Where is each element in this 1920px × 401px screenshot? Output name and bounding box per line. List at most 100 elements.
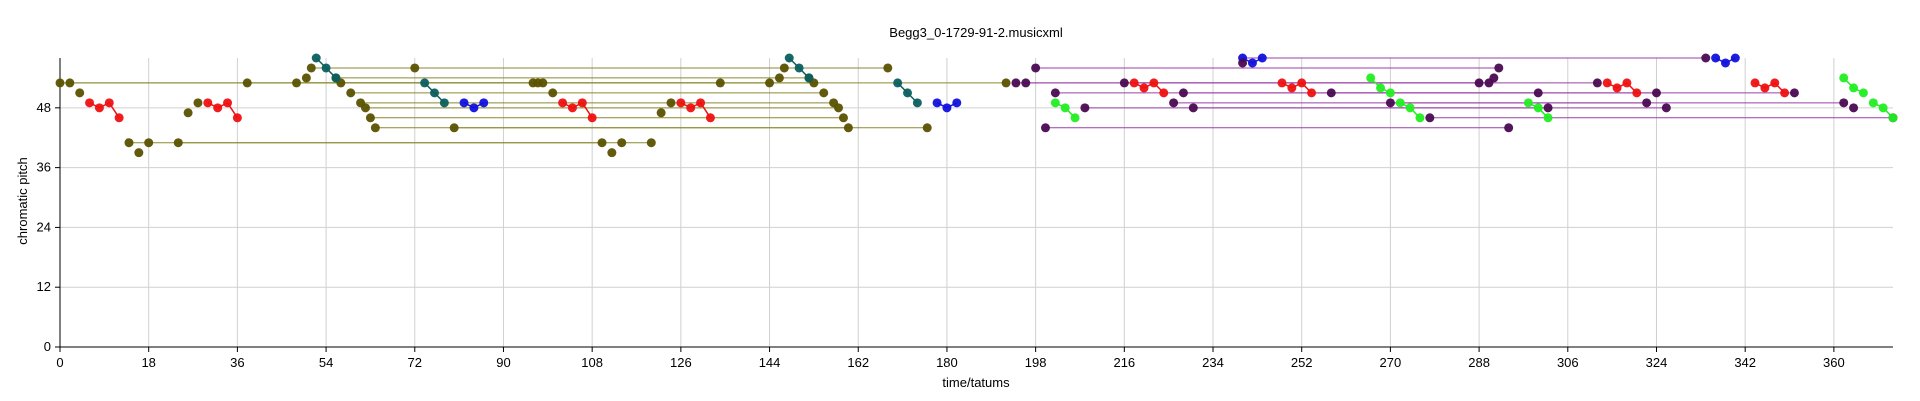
y-tick-label: 36: [37, 160, 51, 175]
note-point: [331, 73, 341, 83]
note-point: [1592, 78, 1602, 88]
note-point: [1178, 88, 1188, 98]
note-point: [1129, 78, 1139, 88]
note-point: [883, 63, 893, 73]
note-point: [1720, 58, 1730, 68]
x-tick-label: 0: [56, 355, 63, 370]
note-point: [1326, 88, 1336, 98]
x-tick-label: 126: [670, 355, 692, 370]
note-point: [558, 98, 568, 108]
note-point: [1149, 78, 1159, 88]
note-point: [232, 113, 242, 123]
note-point: [1415, 113, 1425, 123]
note-point: [1021, 78, 1031, 88]
note-point: [1711, 53, 1721, 63]
note-point: [696, 98, 706, 108]
note-point: [1533, 88, 1543, 98]
melody-segment: [1754, 81, 1786, 94]
note-point: [666, 98, 676, 108]
x-tick-label: 270: [1380, 355, 1402, 370]
note-point: [1050, 98, 1060, 108]
note-point: [784, 53, 794, 63]
note-point: [1169, 98, 1179, 108]
x-tick-label: 54: [319, 355, 333, 370]
note-point: [686, 103, 696, 113]
note-point: [1385, 88, 1395, 98]
note-point: [1878, 103, 1888, 113]
x-tick-label: 324: [1646, 355, 1668, 370]
note-point: [1050, 88, 1060, 98]
note-point: [597, 138, 607, 148]
note-point: [1632, 88, 1642, 98]
note-point: [922, 123, 932, 133]
note-point: [794, 63, 804, 73]
note-point: [1661, 103, 1671, 113]
note-point: [449, 123, 459, 133]
x-tick-label: 90: [496, 355, 510, 370]
note-point: [1238, 58, 1248, 68]
note-point: [242, 78, 252, 88]
note-point: [1533, 103, 1543, 113]
grid-layer: [59, 58, 1893, 348]
note-point: [1011, 78, 1021, 88]
axes-layer: [59, 58, 1893, 348]
note-point: [617, 138, 627, 148]
note-point: [479, 98, 489, 108]
note-point: [144, 138, 154, 148]
note-point: [1489, 73, 1499, 83]
note-point: [1849, 83, 1859, 93]
note-point: [370, 123, 380, 133]
melody-segment: [1606, 81, 1638, 94]
note-point: [1040, 123, 1050, 133]
note-point: [1642, 98, 1652, 108]
x-tick-label: 252: [1291, 355, 1313, 370]
x-tick-label: 306: [1557, 355, 1579, 370]
melody-segment: [562, 101, 593, 119]
melody-segment: [680, 101, 712, 119]
note-point: [1297, 78, 1307, 88]
note-point: [1070, 113, 1080, 123]
note-point: [1750, 78, 1760, 88]
note-point: [469, 103, 479, 113]
note-point: [1888, 113, 1898, 123]
note-point: [607, 148, 617, 158]
note-point: [1780, 88, 1790, 98]
note-point: [774, 73, 784, 83]
note-point: [94, 103, 104, 113]
note-point: [1868, 98, 1878, 108]
note-point: [1366, 73, 1376, 83]
note-point: [1425, 113, 1435, 123]
y-axis-label: chromatic pitch: [15, 157, 30, 244]
note-point: [1188, 103, 1198, 113]
melody-segment: [89, 101, 120, 119]
note-point: [1405, 103, 1415, 113]
x-tick-label: 72: [408, 355, 422, 370]
x-tick-label: 288: [1468, 355, 1490, 370]
note-point: [1523, 98, 1533, 108]
note-point: [912, 98, 922, 108]
note-point: [838, 113, 848, 123]
note-point: [804, 73, 814, 83]
note-point: [1760, 83, 1770, 93]
x-tick-label: 144: [759, 355, 781, 370]
x-tick-label: 342: [1734, 355, 1756, 370]
note-point: [1789, 88, 1799, 98]
note-point: [124, 138, 134, 148]
note-point: [893, 78, 903, 88]
note-point: [75, 88, 85, 98]
note-point: [1376, 83, 1386, 93]
note-point: [1287, 83, 1297, 93]
y-tick-label: 12: [37, 279, 51, 294]
y-tick-label: 48: [37, 100, 51, 115]
note-point: [1139, 83, 1149, 93]
note-point: [577, 98, 587, 108]
note-point: [1080, 103, 1090, 113]
note-point: [1504, 123, 1514, 133]
note-point: [1307, 88, 1317, 98]
note-point: [346, 88, 356, 98]
note-point: [1858, 88, 1868, 98]
note-point: [410, 63, 420, 73]
segment-layer: [89, 57, 1894, 119]
note-point: [173, 138, 183, 148]
